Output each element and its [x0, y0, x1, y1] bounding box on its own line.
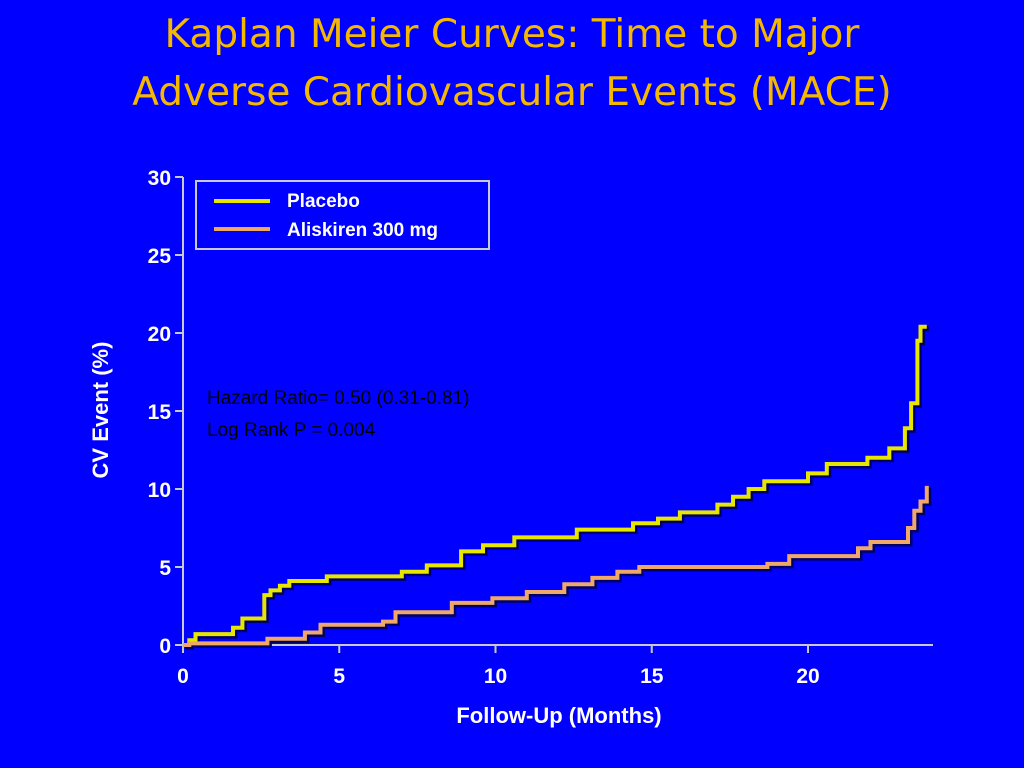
y-tick-label: 20: [148, 323, 171, 346]
x-tick-label: 10: [484, 665, 507, 688]
title-line-1: Kaplan Meier Curves: Time to Major: [164, 12, 860, 57]
y-tick-label: 30: [148, 167, 171, 190]
y-tick-label: 15: [148, 401, 172, 424]
y-tick-label: 0: [159, 635, 171, 658]
x-tick-label: 20: [796, 665, 819, 688]
title-line-2: Adverse Cardiovascular Events (MACE): [132, 70, 892, 115]
series-placebo-line-shadow: [185, 326, 929, 650]
legend-label-aliskiren: Aliskiren 300 mg: [287, 220, 438, 241]
hazard-ratio-annotation: Hazard Ratio= 0.50 (0.31-0.81): [207, 388, 469, 409]
legend-label-placebo: Placebo: [287, 191, 360, 212]
y-tick-label: 5: [159, 557, 171, 580]
y-axis-label: CV Event (%): [88, 342, 113, 479]
series-aliskiren-300-mg-line-shadow: [185, 487, 932, 650]
slide-title: Kaplan Meier Curves: Time to Major Adver…: [0, 6, 1024, 122]
x-tick-label: 0: [177, 665, 189, 688]
y-tick-label: 10: [148, 479, 171, 502]
series-layer: [183, 324, 932, 650]
series-aliskiren-300-mg-line: [183, 485, 929, 647]
x-tick-label: 15: [640, 665, 664, 688]
legend: Placebo Aliskiren 300 mg: [195, 180, 490, 250]
x-tick-label: 5: [333, 665, 345, 688]
y-tick-label: 25: [148, 245, 172, 268]
series-placebo-line: [183, 324, 927, 647]
x-axis-label: Follow-Up (Months): [456, 703, 661, 728]
legend-box: [195, 180, 490, 250]
log-rank-annotation: Log Rank P = 0.004: [207, 420, 376, 441]
axes: 0 5 10 15 20 25 30 0 5 10 15 20: [148, 167, 933, 688]
